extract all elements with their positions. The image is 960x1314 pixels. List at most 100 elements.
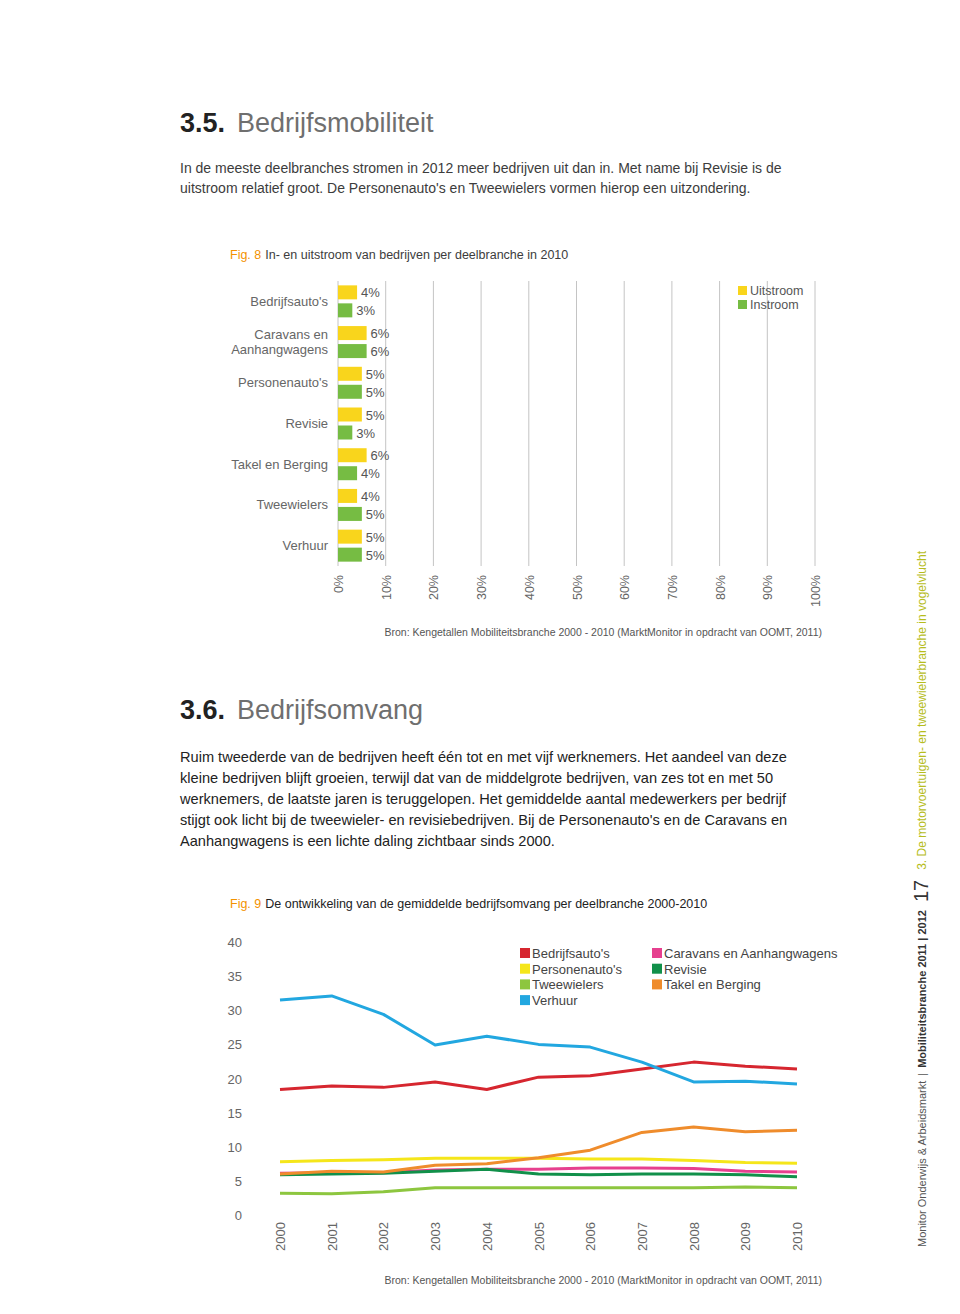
bar (338, 408, 362, 422)
paragraph-line: kleine bedrijven blijft groeien, terwijl… (180, 770, 773, 786)
paragraph-line: In de meeste deelbranches stromen in 201… (180, 160, 782, 176)
bars (338, 285, 367, 561)
legend-label: Uitstroom (750, 284, 803, 298)
tick-label: 90% (761, 575, 775, 600)
bar (338, 426, 352, 440)
edition: Mobiliteitsbranche 2011 | 2012 (916, 910, 928, 1068)
grid-line (481, 281, 482, 566)
paragraph-line: Aanhangwagens is een lichte daling zicht… (180, 833, 555, 849)
data-label: 6% (371, 448, 390, 463)
chart-title: De ontwikkeling van de gemiddelde bedrij… (265, 897, 707, 911)
figure-label: Fig. 8 (230, 248, 261, 262)
tick-label: 0% (332, 575, 346, 593)
tick-label: 50% (571, 575, 585, 600)
data-label: 5% (366, 548, 385, 563)
data-label: 5% (366, 385, 385, 400)
tick-label: 20 (228, 1072, 242, 1087)
chapter-title: 3. De motorvoertuigen- en tweewielerbran… (915, 550, 929, 870)
figure-caption: Fig. 9 De ontwikkeling van de gemiddelde … (230, 897, 707, 911)
grid-line (528, 281, 529, 566)
bar (338, 466, 357, 480)
tick-label: 0 (235, 1208, 242, 1223)
tick-label: 2009 (738, 1222, 753, 1251)
chart-title: In- en uitstroom van bedrijven per deelb… (265, 248, 568, 262)
tick-label: 30% (475, 575, 489, 600)
legend-label: Personenauto's (532, 962, 622, 977)
category-label: Bedrijfsauto's (250, 294, 328, 309)
paragraph-line: stijgt ook licht bij de tweewieler- en r… (180, 812, 787, 828)
tick-label: 40% (523, 575, 537, 600)
category-label: Caravans enAanhangwagens (231, 327, 328, 357)
grid-line (385, 281, 386, 566)
data-label: 5% (366, 408, 385, 423)
bar (338, 507, 362, 521)
tick-label: 10 (228, 1140, 242, 1155)
data-label: 3% (356, 303, 375, 318)
line (280, 1062, 797, 1089)
legend-label: Verhuur (532, 993, 578, 1008)
legend-swatch (652, 979, 662, 989)
paragraph-line: Ruim tweederde van de bedrijven heeft éé… (180, 749, 787, 765)
section-title: Bedrijfsomvang (237, 695, 423, 725)
legend-label: Bedrijfsauto's (532, 946, 610, 961)
data-label: 6% (371, 344, 390, 359)
grid-line (338, 281, 339, 566)
data-label: 3% (356, 426, 375, 441)
bar (338, 448, 367, 462)
tick-label: 35 (228, 969, 242, 984)
tick-label: 2007 (635, 1222, 650, 1251)
bar (338, 385, 362, 399)
data-label: 4% (361, 285, 380, 300)
category-label: Takel en Berging (231, 457, 328, 472)
tick-label: 2002 (376, 1222, 391, 1251)
separator: | (916, 1073, 928, 1076)
bar (338, 303, 352, 317)
line (280, 1187, 797, 1194)
tick-label: 15 (228, 1106, 242, 1121)
tick-label: 25 (228, 1037, 242, 1052)
tick-label: 2005 (532, 1222, 547, 1251)
grid-line (624, 281, 625, 566)
legend-swatch (520, 948, 530, 958)
figure-caption: Fig. 8 In- en uitstroom van bedrijven per… (230, 248, 568, 262)
bar (338, 285, 357, 299)
category-label-line: Aanhangwagens (231, 342, 328, 357)
tick-label: 80% (714, 575, 728, 600)
category-label: Verhuur (282, 538, 328, 553)
category-label: Personenauto's (238, 375, 328, 390)
bar (338, 367, 362, 381)
data-label: 6% (371, 326, 390, 341)
grid-line (719, 281, 720, 566)
tick-label: 2010 (790, 1222, 805, 1251)
section-heading: 3.5.Bedrijfsmobiliteit (180, 108, 434, 138)
tick-label: 2001 (325, 1222, 340, 1251)
page: 3.5.Bedrijfsmobiliteit In de meeste deelb… (0, 0, 960, 1314)
tick-label: 20% (427, 575, 441, 600)
figure-label: Fig. 9 (230, 897, 261, 911)
paragraph-line: uitstroom relatief groot. De Personenaut… (180, 180, 751, 196)
tick-label: 60% (618, 575, 632, 600)
chart-fig8: 0%10%20%30%40%50%60%70%80%90%100%Bedrijf… (231, 281, 823, 638)
tick-label: 2003 (428, 1222, 443, 1251)
tick-label: 70% (666, 575, 680, 600)
bar (338, 548, 362, 562)
category-label-line: Caravans en (254, 327, 328, 342)
source: Bron: Kengetallen Mobiliteitsbranche 200… (384, 626, 822, 638)
data-label: 4% (361, 489, 380, 504)
grid-line (576, 281, 577, 566)
section-number: 3.6. (180, 695, 225, 725)
paragraph-line: werknemers, de laatste jaren is teruggel… (179, 791, 787, 807)
tick-label: 40 (228, 935, 242, 950)
grid-line (433, 281, 434, 566)
tick-label: 100% (809, 575, 823, 607)
bar (338, 530, 362, 544)
legend-swatch (738, 300, 747, 309)
legend-swatch (652, 948, 662, 958)
data-label: 5% (366, 367, 385, 382)
section-title: Bedrijfsmobiliteit (237, 108, 434, 138)
category-label: Revisie (285, 416, 328, 431)
legend-swatch (520, 964, 530, 974)
legend-label: Instroom (750, 298, 799, 312)
chart-fig9: 0510152025303540200020012002200320042005… (228, 935, 838, 1286)
data-label: 5% (366, 530, 385, 545)
